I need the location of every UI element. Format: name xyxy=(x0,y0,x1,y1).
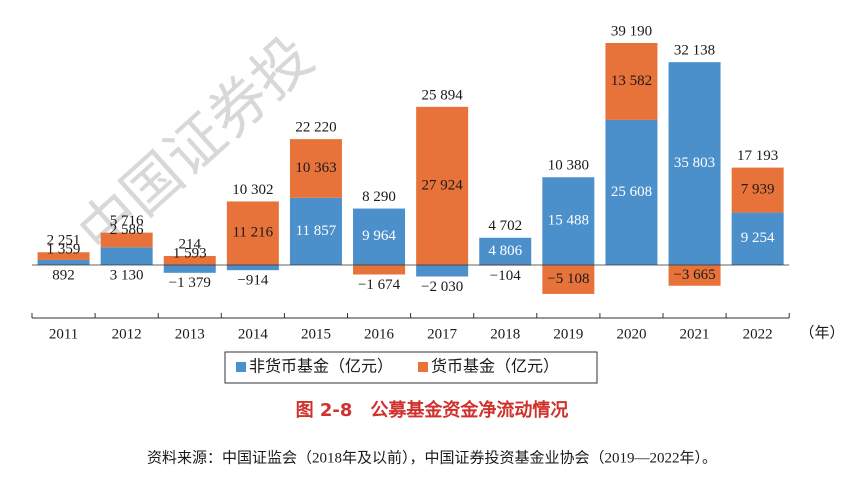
total-label: 32 138 xyxy=(674,43,715,59)
value-label: 3 130 xyxy=(110,267,144,283)
total-label: 214 xyxy=(179,236,202,252)
value-label: 25 608 xyxy=(611,184,652,200)
x-tick-label: 2012 xyxy=(112,326,142,342)
total-label: 17 193 xyxy=(737,148,778,164)
bar-segment xyxy=(100,247,153,265)
legend-label: 货币基金（亿元） xyxy=(431,358,559,376)
x-tick-label: 2022 xyxy=(743,326,773,342)
bar-segment xyxy=(416,106,469,265)
bar-segment xyxy=(542,265,595,294)
legend-swatch xyxy=(418,362,428,372)
bar-segment xyxy=(605,43,658,120)
value-label: 10 363 xyxy=(295,160,336,176)
value-label: −1 674 xyxy=(358,277,401,293)
value-label: 35 803 xyxy=(674,155,715,171)
bar-segment xyxy=(416,265,469,277)
value-label: 9 964 xyxy=(362,228,396,244)
value-label: −5 108 xyxy=(547,271,589,287)
total-label: 8 290 xyxy=(362,189,396,205)
bar-segment xyxy=(353,265,406,275)
source-note: 资料来源：中国证监会（2018年及以前），中国证券投资基金业协会（2019—20… xyxy=(147,449,717,466)
legend-label: 非货币基金（亿元） xyxy=(249,358,393,376)
total-label: 22 220 xyxy=(295,120,336,136)
x-tick-label: 2018 xyxy=(490,326,520,342)
chart-title: 图 2-8 公募基金资金净流动情况 xyxy=(296,399,569,421)
value-label: 7 939 xyxy=(741,182,775,198)
bar-segment xyxy=(542,177,595,265)
total-label: 39 190 xyxy=(611,23,652,39)
x-tick-label: 2016 xyxy=(364,326,395,342)
total-label: 4 702 xyxy=(488,218,522,234)
value-label: 27 924 xyxy=(422,177,464,193)
total-label: 2 251 xyxy=(47,233,81,249)
x-tick-label: 2013 xyxy=(175,326,205,342)
bar-segment xyxy=(289,139,342,198)
value-label: −914 xyxy=(237,273,268,289)
bar-segment xyxy=(668,265,721,286)
bar-segment xyxy=(100,232,153,248)
total-label: 10 302 xyxy=(232,182,273,198)
value-label: 11 216 xyxy=(232,225,273,241)
bar-segment xyxy=(668,62,721,266)
x-tick-label: 2019 xyxy=(553,326,583,342)
bar-segment xyxy=(226,201,279,265)
watermark: 中国证券投 xyxy=(66,24,325,266)
x-tick-label: 2017 xyxy=(427,326,458,342)
value-label: 11 857 xyxy=(296,223,337,239)
bar-segment xyxy=(479,237,532,265)
total-label: 25 894 xyxy=(422,87,464,103)
bar-segment xyxy=(289,197,342,265)
bar-segment xyxy=(605,119,658,265)
x-tick-label: 2021 xyxy=(680,326,710,342)
bar-segment xyxy=(731,212,784,265)
bar-segment xyxy=(731,167,784,213)
total-label: 10 380 xyxy=(548,158,589,174)
legend-swatch xyxy=(236,362,246,372)
value-label: 1 359 xyxy=(47,242,81,258)
value-label: 9 254 xyxy=(741,230,775,246)
bar-segment xyxy=(353,208,406,265)
value-label: 15 488 xyxy=(548,213,589,229)
bar-segment xyxy=(37,259,90,265)
value-label: 4 806 xyxy=(488,243,522,259)
value-label: −104 xyxy=(490,268,521,284)
bar-segment xyxy=(163,265,216,273)
x-tick-label: 2014 xyxy=(238,326,269,342)
x-unit: （年） xyxy=(799,324,844,341)
legend-box xyxy=(224,351,598,384)
value-label: 1 593 xyxy=(173,245,207,261)
bar-segment xyxy=(226,265,279,271)
x-tick-label: 2011 xyxy=(49,326,78,342)
value-label: 13 582 xyxy=(611,73,652,89)
total-label: 5 716 xyxy=(110,213,144,229)
value-label: 892 xyxy=(52,267,75,283)
value-label: −2 030 xyxy=(421,279,463,295)
bar-segment xyxy=(37,252,90,260)
x-tick-label: 2020 xyxy=(616,326,646,342)
bar-segment xyxy=(163,255,216,265)
x-tick-label: 2015 xyxy=(301,326,331,342)
value-label: −1 379 xyxy=(169,275,211,291)
value-label: 2 586 xyxy=(110,222,144,238)
value-label: −3 665 xyxy=(673,267,715,283)
